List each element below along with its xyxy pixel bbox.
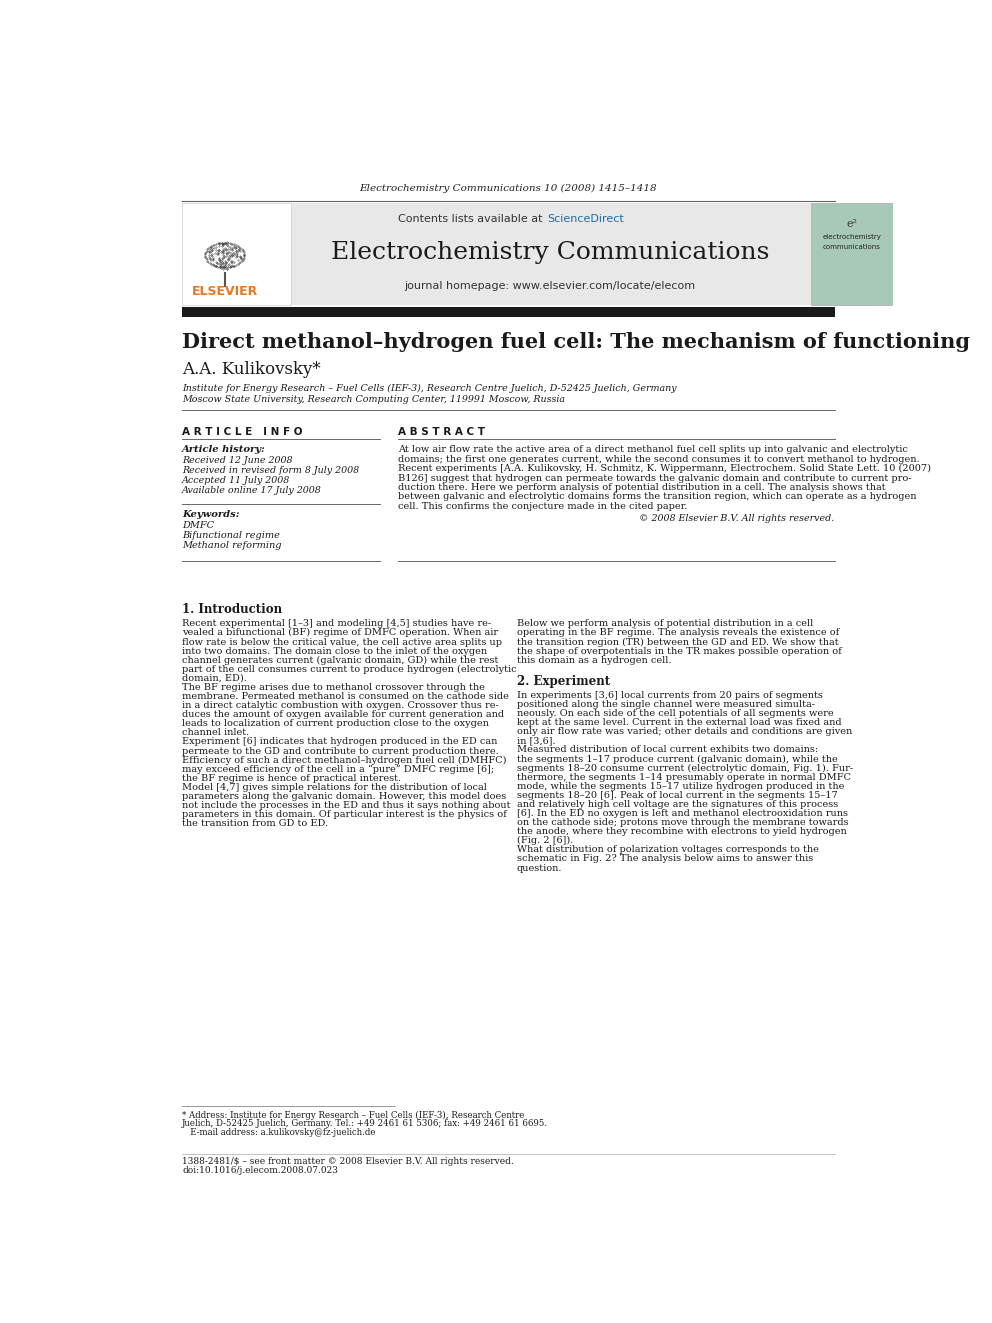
Text: thermore, the segments 1–14 presumably operate in normal DMFC: thermore, the segments 1–14 presumably o… [517, 773, 851, 782]
Text: Received 12 June 2008: Received 12 June 2008 [183, 456, 293, 466]
Text: Moscow State University, Research Computing Center, 119991 Moscow, Russia: Moscow State University, Research Comput… [183, 394, 565, 404]
Text: Available online 17 July 2008: Available online 17 July 2008 [183, 486, 321, 495]
Text: mode, while the segments 15–17 utilize hydrogen produced in the: mode, while the segments 15–17 utilize h… [517, 782, 844, 791]
Text: the segments 1–17 produce current (galvanic domain), while the: the segments 1–17 produce current (galva… [517, 754, 837, 763]
Text: ScienceDirect: ScienceDirect [548, 214, 624, 224]
Text: not include the processes in the ED and thus it says nothing about: not include the processes in the ED and … [183, 800, 511, 810]
Text: Experiment [6] indicates that hydrogen produced in the ED can: Experiment [6] indicates that hydrogen p… [183, 737, 498, 746]
Text: B126] suggest that hydrogen can permeate towards the galvanic domain and contrib: B126] suggest that hydrogen can permeate… [398, 474, 911, 483]
Text: electrochemistry: electrochemistry [822, 234, 881, 241]
Text: In experiments [3,6] local currents from 20 pairs of segments: In experiments [3,6] local currents from… [517, 691, 822, 700]
Text: ELSEVIER: ELSEVIER [191, 284, 258, 298]
Text: Efficiency of such a direct methanol–hydrogen fuel cell (DMHFC): Efficiency of such a direct methanol–hyd… [183, 755, 507, 765]
Text: the transition region (TR) between the GD and ED. We show that: the transition region (TR) between the G… [517, 638, 838, 647]
Text: Juelich, D-52425 Juelich, Germany. Tel.: +49 2461 61 5306; fax: +49 2461 61 6695: Juelich, D-52425 Juelich, Germany. Tel.:… [183, 1119, 549, 1129]
Text: cell. This confirms the conjecture made in the cited paper.: cell. This confirms the conjecture made … [398, 501, 686, 511]
Text: channel inlet.: channel inlet. [183, 729, 249, 737]
Text: duction there. Here we perform analysis of potential distribution in a cell. The: duction there. Here we perform analysis … [398, 483, 885, 492]
Bar [183, 307, 834, 316]
Text: (Fig. 2 [6]).: (Fig. 2 [6]). [517, 836, 573, 845]
Text: positioned along the single channel were measured simulta-: positioned along the single channel were… [517, 700, 814, 709]
Text: domains; the first one generates current, while the second consumes it to conver: domains; the first one generates current… [398, 455, 920, 464]
Text: E-mail address: a.kulikovsky@fz-juelich.de: E-mail address: a.kulikovsky@fz-juelich.… [183, 1127, 376, 1136]
Text: segments 18–20 [6]. Peak of local current in the segments 15–17: segments 18–20 [6]. Peak of local curren… [517, 791, 837, 800]
Text: Keywords:: Keywords: [183, 509, 240, 519]
Bar [810, 204, 893, 306]
Text: Methanol reforming: Methanol reforming [183, 541, 282, 550]
Text: Electrochemistry Communications 10 (2008) 1415–1418: Electrochemistry Communications 10 (2008… [359, 184, 658, 193]
Text: Institute for Energy Research – Fuel Cells (IEF-3), Research Centre Juelich, D-5: Institute for Energy Research – Fuel Cel… [183, 384, 677, 393]
Text: A R T I C L E   I N F O: A R T I C L E I N F O [183, 427, 303, 437]
Text: schematic in Fig. 2? The analysis below aims to answer this: schematic in Fig. 2? The analysis below … [517, 855, 813, 864]
Bar [183, 204, 291, 306]
Text: question.: question. [517, 864, 562, 873]
Text: 1. Introduction: 1. Introduction [183, 603, 283, 617]
Text: communications: communications [822, 243, 881, 250]
Text: permeate to the GD and contribute to current production there.: permeate to the GD and contribute to cur… [183, 746, 499, 755]
Text: At low air flow rate the active area of a direct methanol fuel cell splits up in: At low air flow rate the active area of … [398, 446, 908, 454]
Text: channel generates current (galvanic domain, GD) while the rest: channel generates current (galvanic doma… [183, 656, 499, 664]
Text: Direct methanol–hydrogen fuel cell: The mechanism of functioning: Direct methanol–hydrogen fuel cell: The … [183, 332, 970, 352]
Text: and relatively high cell voltage are the signatures of this process: and relatively high cell voltage are the… [517, 800, 838, 808]
Text: Bifunctional regime: Bifunctional regime [183, 531, 280, 540]
Text: Recent experiments [A.A. Kulikovsky, H. Schmitz, K. Wippermann, Electrochem. Sol: Recent experiments [A.A. Kulikovsky, H. … [398, 464, 930, 474]
Text: Recent experimental [1–3] and modeling [4,5] studies have re-: Recent experimental [1–3] and modeling [… [183, 619, 491, 628]
Text: 1388-2481/$ – see front matter © 2008 Elsevier B.V. All rights reserved.: 1388-2481/$ – see front matter © 2008 El… [183, 1156, 514, 1166]
Text: A.A. Kulikovsky*: A.A. Kulikovsky* [183, 361, 320, 378]
Text: Contents lists available at: Contents lists available at [399, 214, 547, 224]
Text: * Address: Institute for Energy Research – Fuel Cells (IEF-3), Research Centre: * Address: Institute for Energy Research… [183, 1110, 525, 1119]
Text: in [3,6].: in [3,6]. [517, 737, 556, 745]
Text: doi:10.1016/j.elecom.2008.07.023: doi:10.1016/j.elecom.2008.07.023 [183, 1166, 338, 1175]
Text: in a direct catalytic combustion with oxygen. Crossover thus re-: in a direct catalytic combustion with ox… [183, 701, 499, 710]
Text: Below we perform analysis of potential distribution in a cell: Below we perform analysis of potential d… [517, 619, 813, 628]
Text: Electrochemistry Communications: Electrochemistry Communications [331, 241, 770, 265]
Text: A B S T R A C T: A B S T R A C T [398, 427, 484, 437]
Text: only air flow rate was varied; other details and conditions are given: only air flow rate was varied; other det… [517, 728, 852, 737]
Text: leads to localization of current production close to the oxygen: leads to localization of current product… [183, 720, 489, 728]
Text: domain, ED).: domain, ED). [183, 673, 247, 683]
Text: Received in revised form 8 July 2008: Received in revised form 8 July 2008 [183, 466, 359, 475]
Text: membrane. Permeated methanol is consumed on the cathode side: membrane. Permeated methanol is consumed… [183, 692, 509, 701]
Text: flow rate is below the critical value, the cell active area splits up: flow rate is below the critical value, t… [183, 638, 502, 647]
Text: kept at the same level. Current in the external load was fixed and: kept at the same level. Current in the e… [517, 718, 841, 728]
Text: vealed a bifunctional (BF) regime of DMFC operation. When air: vealed a bifunctional (BF) regime of DMF… [183, 628, 498, 638]
Text: DMFC: DMFC [183, 521, 214, 529]
Text: The BF regime arises due to methanol crossover through the: The BF regime arises due to methanol cro… [183, 683, 485, 692]
Text: segments 18–20 consume current (electrolytic domain, Fig. 1). Fur-: segments 18–20 consume current (electrol… [517, 763, 853, 773]
Text: parameters in this domain. Of particular interest is the physics of: parameters in this domain. Of particular… [183, 810, 507, 819]
Text: on the cathode side; protons move through the membrane towards: on the cathode side; protons move throug… [517, 818, 848, 827]
Text: duces the amount of oxygen available for current generation and: duces the amount of oxygen available for… [183, 710, 504, 720]
Text: e²: e² [846, 220, 857, 229]
Text: journal homepage: www.elsevier.com/locate/elecom: journal homepage: www.elsevier.com/locat… [405, 280, 695, 291]
Bar [291, 204, 810, 306]
Text: the shape of overpotentials in the TR makes possible operation of: the shape of overpotentials in the TR ma… [517, 647, 841, 656]
Text: Article history:: Article history: [183, 446, 266, 454]
Text: neously. On each side of the cell potentials of all segments were: neously. On each side of the cell potent… [517, 709, 833, 718]
Text: the BF regime is hence of practical interest.: the BF regime is hence of practical inte… [183, 774, 401, 783]
Text: the transition from GD to ED.: the transition from GD to ED. [183, 819, 328, 828]
Text: part of the cell consumes current to produce hydrogen (electrolytic: part of the cell consumes current to pro… [183, 664, 517, 673]
Text: © 2008 Elsevier B.V. All rights reserved.: © 2008 Elsevier B.V. All rights reserved… [640, 515, 834, 523]
Text: may exceed efficiency of the cell in a “pure” DMFC regime [6];: may exceed efficiency of the cell in a “… [183, 765, 494, 774]
Text: Measured distribution of local current exhibits two domains:: Measured distribution of local current e… [517, 745, 818, 754]
Text: this domain as a hydrogen cell.: this domain as a hydrogen cell. [517, 656, 672, 664]
Text: [6]. In the ED no oxygen is left and methanol electrooxidation runs: [6]. In the ED no oxygen is left and met… [517, 810, 848, 818]
Text: into two domains. The domain close to the inlet of the oxygen: into two domains. The domain close to th… [183, 647, 487, 656]
Text: Accepted 11 July 2008: Accepted 11 July 2008 [183, 476, 291, 486]
Text: What distribution of polarization voltages corresponds to the: What distribution of polarization voltag… [517, 845, 818, 855]
Text: between galvanic and electrolytic domains forms the transition region, which can: between galvanic and electrolytic domain… [398, 492, 916, 501]
Text: Model [4,7] gives simple relations for the distribution of local: Model [4,7] gives simple relations for t… [183, 783, 487, 792]
Text: operating in the BF regime. The analysis reveals the existence of: operating in the BF regime. The analysis… [517, 628, 839, 638]
Text: the anode, where they recombine with electrons to yield hydrogen: the anode, where they recombine with ele… [517, 827, 847, 836]
Text: parameters along the galvanic domain. However, this model does: parameters along the galvanic domain. Ho… [183, 792, 506, 800]
Text: 2. Experiment: 2. Experiment [517, 675, 610, 688]
